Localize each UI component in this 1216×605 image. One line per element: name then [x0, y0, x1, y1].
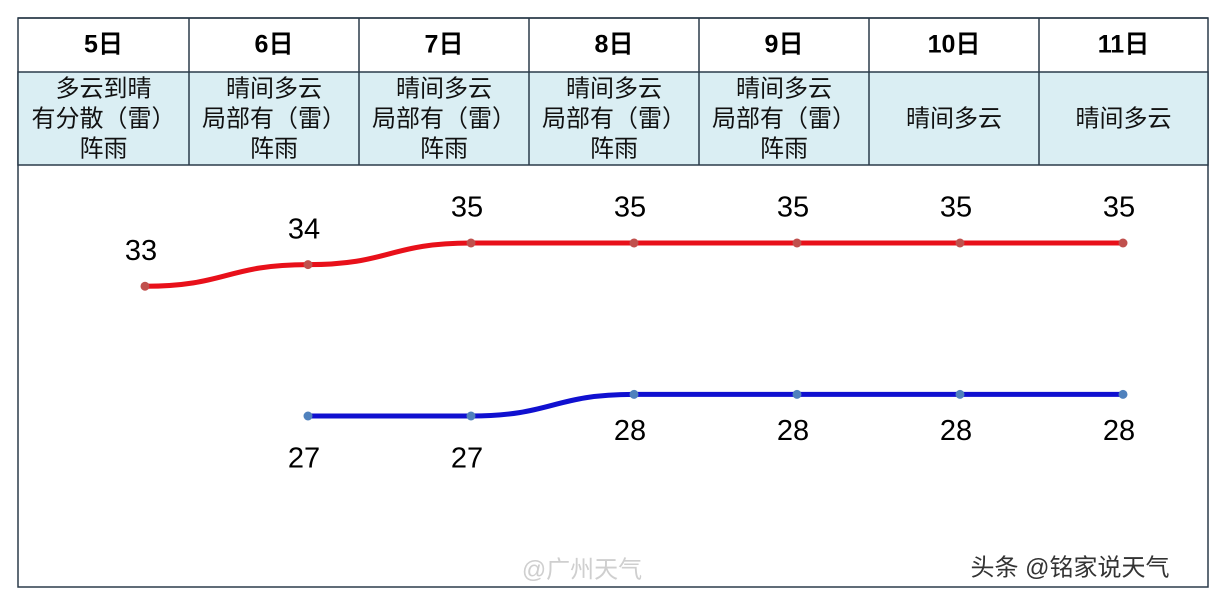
weather-text: 阵雨	[760, 135, 808, 162]
weather-text: 晴间多云	[906, 105, 1002, 132]
point	[140, 281, 150, 291]
weather-text: 有分散（雷）	[32, 105, 176, 132]
weather-text: 晴间多云	[1076, 105, 1172, 132]
weather-text: 晴间多云	[566, 75, 662, 102]
point	[1118, 389, 1128, 399]
weather-text: 阵雨	[250, 135, 298, 162]
value-label: 35	[614, 192, 646, 224]
value-label: 28	[777, 415, 809, 447]
weather-text: 晴间多云	[226, 75, 322, 102]
weather-row	[17, 71, 1209, 166]
watermark: 头条 @铭家说天气	[970, 554, 1169, 581]
point	[303, 260, 313, 270]
value-label: 28	[614, 415, 646, 447]
value-label: 34	[288, 213, 320, 245]
weather-text: 阵雨	[80, 135, 128, 162]
day-label: 8日	[595, 31, 634, 59]
value-label: 35	[777, 192, 809, 224]
value-label: 27	[451, 443, 483, 475]
point	[792, 389, 802, 399]
weather-text: 局部有（雷）	[712, 105, 856, 132]
value-label: 33	[125, 235, 157, 267]
day-label: 11日	[1098, 31, 1149, 59]
value-label: 28	[1103, 415, 1135, 447]
point	[466, 238, 476, 248]
watermark: @广州天气	[522, 556, 642, 583]
weather-text: 局部有（雷）	[372, 105, 516, 132]
day-label: 7日	[425, 31, 464, 59]
weather-text: 晴间多云	[736, 75, 832, 102]
point	[466, 411, 476, 421]
value-label: 35	[1103, 192, 1135, 224]
point	[955, 238, 965, 248]
line	[305, 391, 1126, 419]
point	[629, 238, 639, 248]
weather-text: 晴间多云	[396, 75, 492, 102]
weather-text: 多云到晴	[56, 75, 152, 102]
day-label: 5日	[84, 31, 123, 59]
value-label: 35	[940, 192, 972, 224]
value-label: 35	[451, 192, 483, 224]
point	[792, 238, 802, 248]
value-label: 28	[940, 415, 972, 447]
point	[303, 411, 313, 421]
day-label: 9日	[765, 31, 804, 59]
weather-text: 阵雨	[590, 135, 638, 162]
value-label: 27	[288, 443, 320, 475]
weather-text: 局部有（雷）	[542, 105, 686, 132]
weather-text: 局部有（雷）	[202, 105, 346, 132]
point	[955, 389, 965, 399]
point	[629, 389, 639, 399]
day-label: 10日	[928, 31, 981, 59]
point	[1118, 238, 1128, 248]
day-label: 6日	[255, 31, 294, 59]
weather-text: 阵雨	[420, 135, 468, 162]
